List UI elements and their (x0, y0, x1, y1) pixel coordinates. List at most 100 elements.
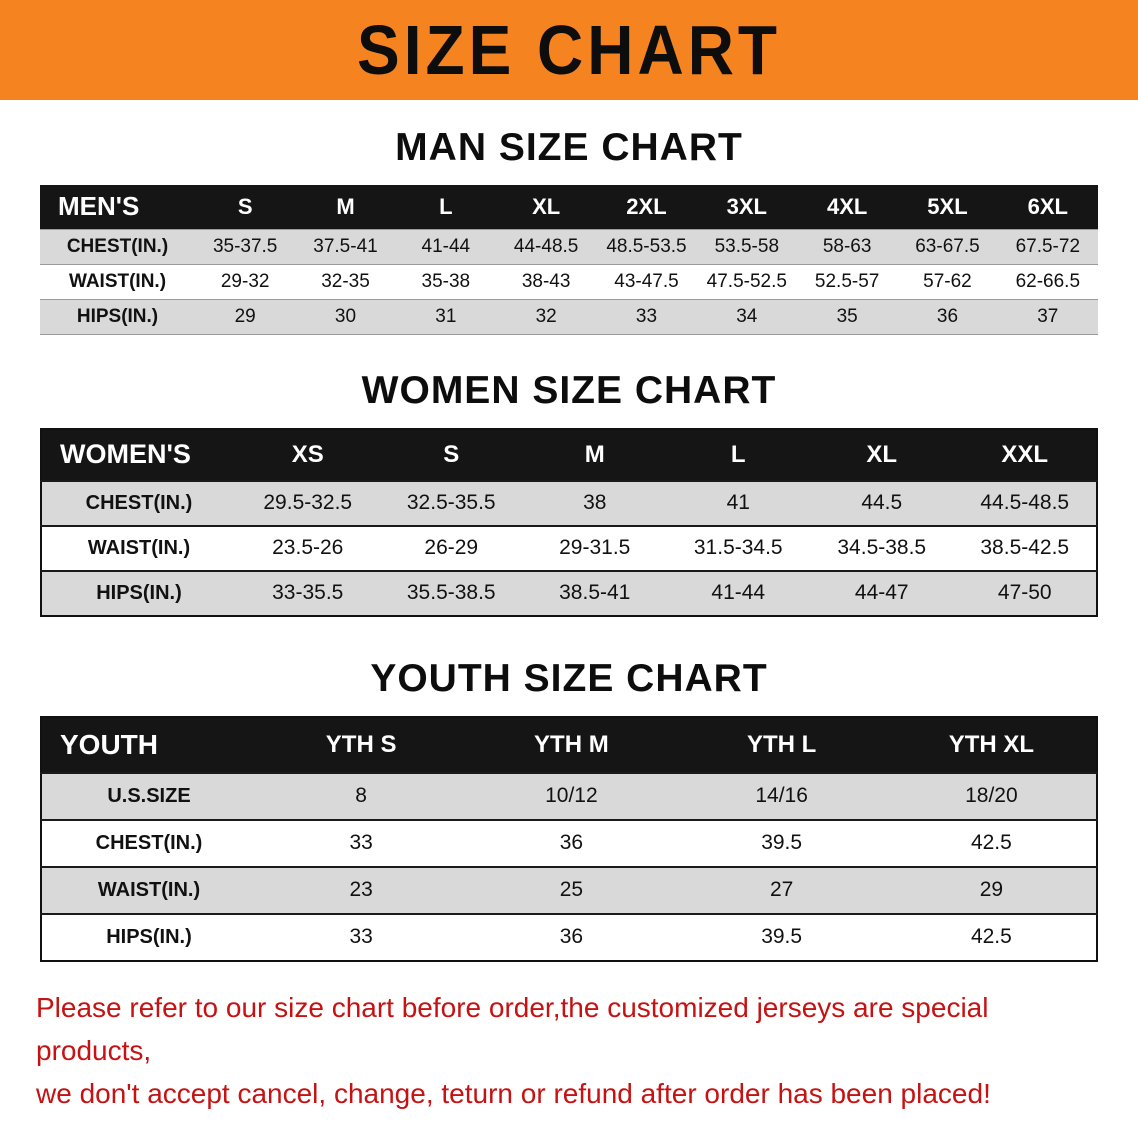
size-value: 44-48.5 (513, 235, 579, 257)
row-label: CHEST(IN.) (85, 491, 193, 514)
size-value: 33-35.5 (272, 581, 344, 604)
size-value: 47.5-52.5 (706, 270, 787, 292)
size-value: 32-35 (321, 270, 370, 292)
order-notice: Please refer to our size chart before or… (0, 986, 1138, 1116)
table-header-row: YOUTH YTH S YTH M YTH L YTH XL (41, 716, 1097, 773)
size-value: 53.5-58 (714, 235, 780, 257)
youth-size-chart-section: YOUTH SIZE CHART YOUTH YTH S YTH M YTH L YTH… (0, 657, 1138, 962)
man-size-chart-section: MAN SIZE CHART MEN'S S M L XL 2XL 3XL 4XL 5XL 6XL… (0, 126, 1138, 335)
man-size-chart-title: MAN SIZE CHART (395, 126, 743, 169)
size-value: 39.5 (761, 831, 803, 854)
size-value: 35.5-38.5 (406, 581, 496, 604)
table-row: HIPS(IN.) 29 30 31 32 33 34 35 36 37 (40, 299, 1098, 334)
size-value: 36 (559, 831, 584, 854)
size-column-header: S (379, 428, 523, 481)
size-value: 35-38 (421, 270, 471, 292)
women-size-chart-title: WOMEN SIZE CHART (361, 368, 777, 412)
size-value: 29 (234, 305, 256, 327)
row-label: CHEST(IN.) (95, 831, 203, 854)
man-size-table: MEN'S S M L XL 2XL 3XL 4XL 5XL 6XL CHEST(IN.) 35-37… (40, 185, 1098, 335)
table-row: HIPS(IN.) 33-35.5 35.5-38.5 38.5-41 41-44 44-… (41, 570, 1097, 616)
women-size-table: WOMEN'S XS S M L XL XXL CHEST(IN.) 29.5-32.5 32.5… (40, 427, 1098, 617)
size-value: 52.5-57 (814, 270, 880, 292)
size-value: 34.5-38.5 (837, 536, 927, 559)
size-column-header: YTH M (466, 716, 677, 773)
size-value: 41-44 (711, 581, 766, 604)
size-value: 63-67.5 (915, 235, 980, 257)
row-label: HIPS(IN.) (106, 925, 192, 948)
table-row: CHEST(IN.) 29.5-32.5 32.5-35.5 38 41 44.5 44.5… (41, 480, 1097, 526)
size-value: 44.5 (861, 491, 903, 514)
size-value: 35-37.5 (212, 235, 278, 257)
table-row: U.S.SIZE 8 10/12 14/16 18/20 (41, 772, 1097, 820)
size-value: 32.5-35.5 (406, 491, 496, 514)
size-column-header: XL (495, 185, 597, 229)
size-column-header: XS (236, 428, 380, 481)
size-value: 33 (349, 925, 373, 948)
page-title: SIZE CHART (357, 11, 781, 89)
size-value: 38.5-41 (559, 581, 631, 604)
size-value: 38.5-42.5 (980, 536, 1070, 559)
size-value: 26-29 (424, 536, 479, 559)
size-column-header: M (295, 185, 396, 229)
notice-line-1: Please refer to our size chart before or… (36, 991, 989, 1066)
size-value: 44-47 (854, 581, 909, 604)
size-value: 41-44 (421, 235, 471, 257)
size-column-header: YTH S (256, 716, 467, 773)
size-value: 39.5 (761, 925, 803, 948)
youth-size-chart-title: YOUTH SIZE CHART (370, 656, 768, 700)
table-row: WAIST(IN.) 23 25 27 29 (41, 866, 1097, 914)
table-row: WAIST(IN.) 29-32 32-35 35-38 38-43 43-47.5 47.… (40, 264, 1098, 299)
row-label: HIPS(IN.) (76, 305, 159, 327)
size-value: 36 (936, 305, 959, 327)
size-column-header: YTH L (676, 716, 887, 773)
size-value: 43-47.5 (614, 270, 679, 292)
size-value: 25 (559, 878, 584, 901)
size-value: 33 (635, 305, 658, 327)
size-value: 29.5-32.5 (263, 491, 353, 514)
size-value: 48.5-53.5 (606, 235, 687, 257)
size-value: 29 (979, 878, 1004, 901)
row-label: WAIST(IN.) (68, 270, 167, 292)
size-value: 41 (726, 491, 750, 514)
size-value: 31.5-34.5 (693, 536, 783, 559)
table-corner-label: MEN'S (40, 185, 195, 229)
table-header-row: WOMEN'S XS S M L XL XXL (41, 428, 1097, 481)
youth-size-table: YOUTH YTH S YTH M YTH L YTH XL U.S.SIZE 8 10/12… (40, 715, 1098, 962)
size-value: 14/16 (755, 784, 808, 807)
size-value: 8 (355, 784, 367, 807)
size-column-header: 4XL (796, 185, 898, 229)
size-value: 23 (349, 878, 373, 901)
size-value: 29-32 (220, 270, 270, 292)
size-column-header: 6XL (997, 185, 1098, 229)
size-column-header: 2XL (596, 185, 697, 229)
size-value: 31 (435, 305, 457, 327)
table-row: CHEST(IN.) 35-37.5 37.5-41 41-44 44-48.5 48.5… (40, 229, 1098, 264)
banner: SIZE CHART (0, 0, 1138, 100)
row-label: HIPS(IN.) (96, 581, 182, 604)
size-value: 23.5-26 (272, 536, 344, 559)
size-value: 38 (583, 491, 607, 514)
size-column-header: XL (810, 428, 954, 481)
table-corner-label: WOMEN'S (41, 428, 236, 481)
size-value: 42.5 (970, 831, 1012, 854)
table-row: CHEST(IN.) 33 36 39.5 42.5 (41, 819, 1097, 867)
size-value: 67.5-72 (1015, 235, 1081, 257)
size-value: 33 (349, 831, 373, 854)
table-row: HIPS(IN.) 33 36 39.5 42.5 (41, 913, 1097, 961)
size-column-header: L (666, 428, 810, 481)
size-value: 42.5 (970, 925, 1012, 948)
size-column-header: L (395, 185, 496, 229)
size-value: 58-63 (822, 235, 872, 257)
size-value: 35 (836, 305, 858, 327)
size-value: 10/12 (545, 784, 598, 807)
size-value: 34 (736, 305, 758, 327)
size-value: 32 (535, 305, 557, 327)
size-value: 27 (769, 878, 794, 901)
size-value: 38-43 (521, 270, 571, 292)
size-value: 30 (334, 305, 357, 327)
size-value: 37.5-41 (313, 235, 378, 257)
women-size-chart-section: WOMEN SIZE CHART WOMEN'S XS S M L XL XXL CHEST(… (0, 369, 1138, 617)
size-value: 18/20 (965, 784, 1018, 807)
